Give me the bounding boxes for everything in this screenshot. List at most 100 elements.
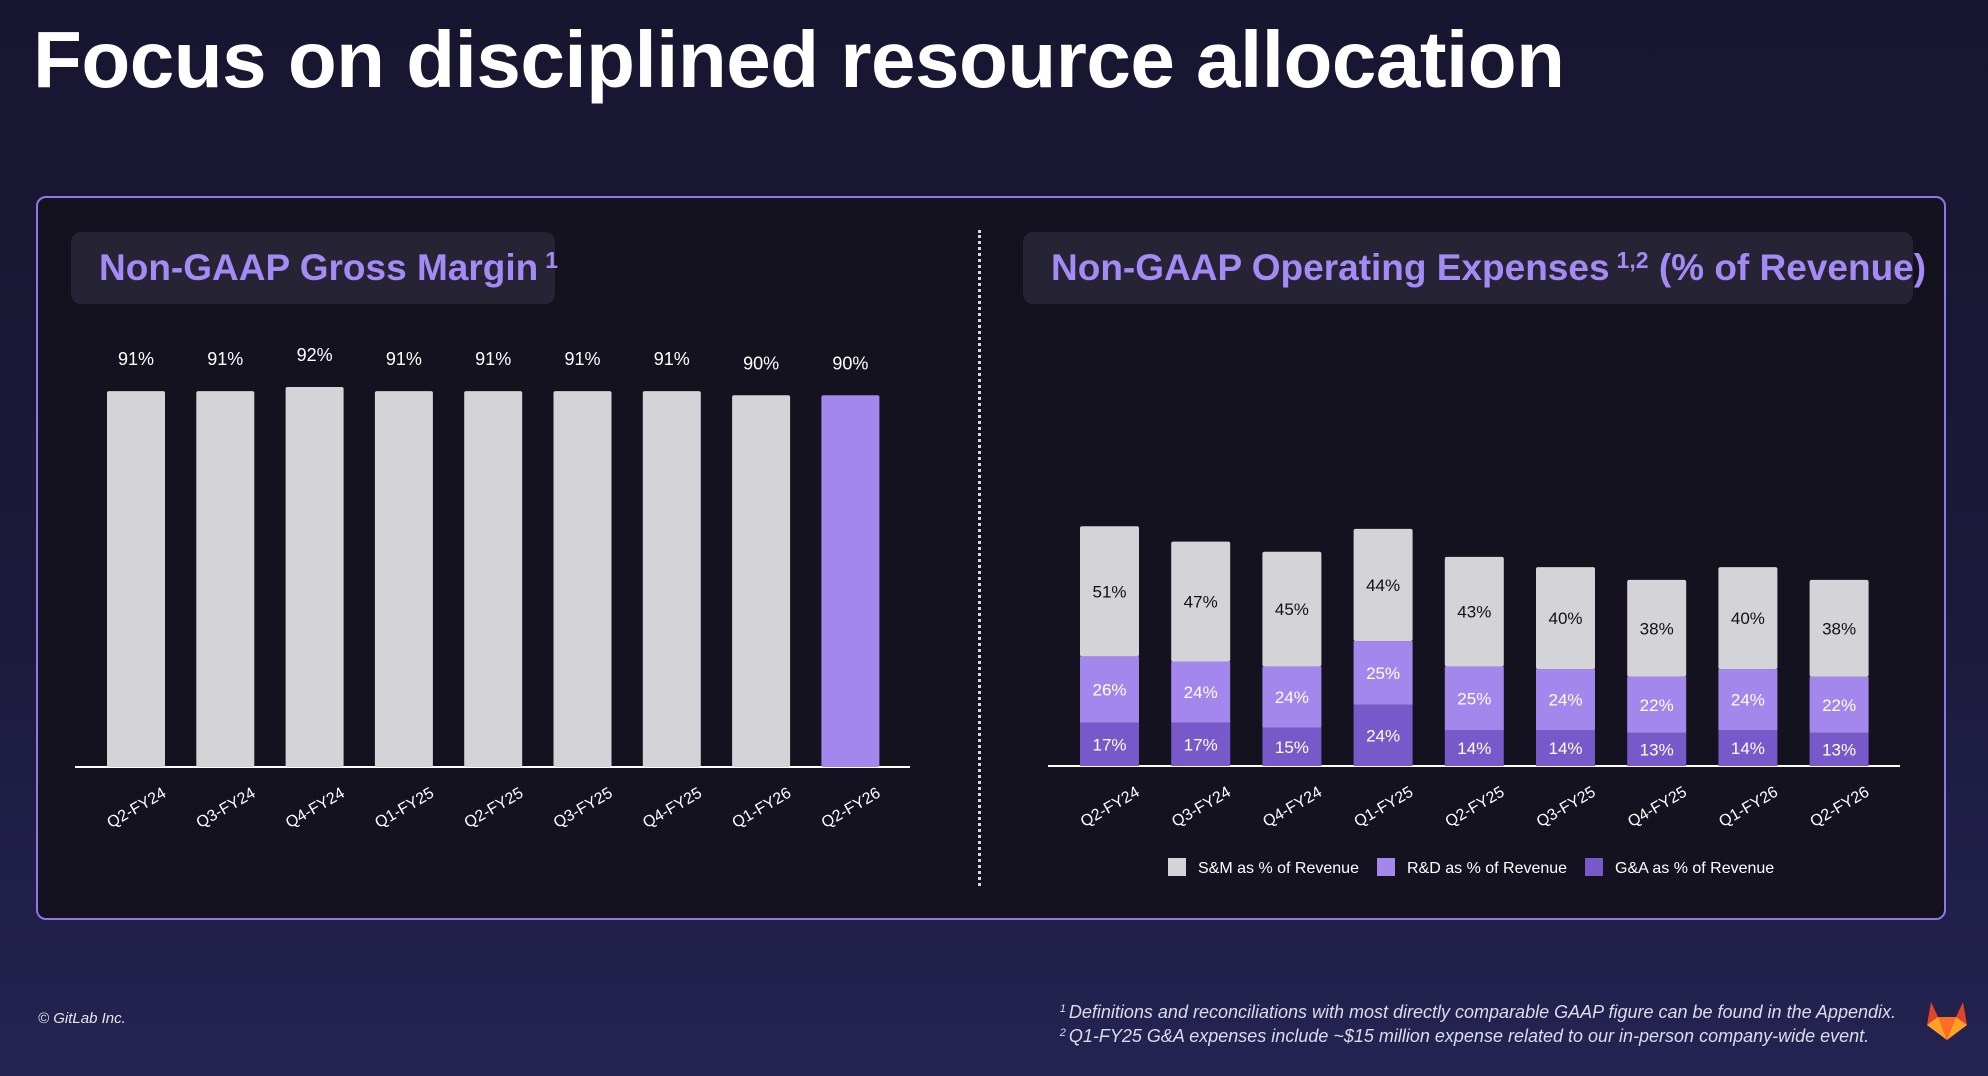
segment-label: 25% [1366,664,1400,683]
segment-label: 24% [1731,691,1765,710]
bar-Q1-FY25 [374,391,433,767]
bar-segment-Q4-FY25 [1627,732,1687,766]
value-label: 90% [743,353,779,373]
x-tick-label: Q1-FY26 [1716,784,1781,831]
bar-segment-Q2-FY26 [1809,732,1869,766]
x-tick-label: Q2-FY24 [104,785,169,832]
segment-label: 22% [1822,696,1856,715]
segment-label: 24% [1275,688,1309,707]
charts-panel [36,196,1946,920]
footnote-2-text: Q1-FY25 G&A expenses include ~$15 millio… [1068,1026,1870,1046]
bar-segment-Q3-FY25 [1536,567,1595,670]
value-label: 91% [386,349,422,369]
bar-segment-Q3-FY25 [1536,730,1595,766]
bar-segment-Q4-FY24 [1262,727,1322,766]
legend-label: S&M as % of Revenue [1198,860,1359,877]
segment-label: 24% [1366,726,1400,745]
x-tick-label: Q4-FY25 [1625,784,1690,831]
footnote-1-text: Definitions and reconciliations with mos… [1068,1002,1896,1022]
bar-segment-Q2-FY24 [1080,526,1139,657]
bar-Q2-FY24 [107,391,165,767]
bar-segment-Q2-FY25 [1444,666,1504,731]
bar-segment-Q1-FY26 [1718,567,1778,670]
x-tick-label: Q3-FY25 [551,785,616,832]
bar-segment-Q3-FY24 [1171,722,1231,766]
gross-margin-title-chip: Non-GAAP Gross Margin 1 [71,232,559,304]
opex-title-suffix: (% of Revenue) [1658,247,1927,288]
page-title: Focus on disciplined resource allocation [33,15,1565,104]
gitlab-tanuki-icon [1927,1002,1967,1040]
segment-label: 14% [1548,739,1582,758]
footnote-1: 1 Definitions and reconciliations with mo… [1060,1002,1896,1026]
x-tick-label: Q2-FY25 [462,785,527,832]
segment-label: 14% [1731,739,1765,758]
opex-stacked-chart: 17% 26% 51% Q2-FY24 17% 24% 47% Q3-FY24 15% 24% 45… [1048,526,1900,877]
segment-label: 38% [1640,619,1674,638]
x-tick-label: Q2-FY24 [1078,784,1143,831]
bar-segment-Q1-FY25 [1353,528,1413,642]
bar-Q1-FY26 [732,395,791,767]
bar-segment-Q2-FY25 [1444,730,1504,766]
segment-label: 40% [1731,609,1765,628]
segment-label: 14% [1457,739,1491,758]
bar-segment-Q1-FY26 [1718,669,1778,731]
segment-label: 13% [1822,740,1856,759]
segment-label: 22% [1640,696,1674,715]
panel-divider [978,230,981,886]
segment-label: 24% [1548,691,1582,710]
segment-label: 47% [1184,593,1218,612]
bar-segment-Q2-FY25 [1444,556,1504,667]
bar-segment-Q2-FY26 [1809,579,1869,677]
x-tick-label: Q2-FY25 [1443,784,1508,831]
footnote-2-marker: 2 [1059,1027,1066,1039]
legend-swatch [1377,858,1395,876]
bar-Q3-FY24 [196,391,255,767]
bar-segment-Q1-FY25 [1353,641,1413,705]
legend-swatch [1168,858,1186,876]
bar-segment-Q1-FY25 [1353,704,1413,766]
bar-Q4-FY24 [285,387,344,767]
copyright-text: © GitLab Inc. [38,1010,126,1027]
value-label: 90% [832,353,868,373]
bar-Q3-FY25 [553,391,612,767]
segment-label: 40% [1548,609,1582,628]
x-tick-label: Q3-FY24 [194,785,259,832]
gross-margin-title: Non-GAAP Gross Margin [99,247,539,288]
bar-segment-Q4-FY24 [1262,551,1322,667]
segment-label: 25% [1457,689,1491,708]
segment-label: 38% [1822,619,1856,638]
segment-label: 51% [1092,582,1126,601]
x-tick-label: Q4-FY25 [640,785,705,832]
bar-segment-Q4-FY25 [1627,676,1687,733]
bar-segment-Q3-FY24 [1171,661,1231,723]
segment-label: 26% [1092,681,1126,700]
bar-segment-Q2-FY24 [1080,656,1139,723]
x-tick-label: Q3-FY25 [1534,784,1599,831]
legend-swatch [1585,858,1603,876]
opex-title-footnote-markers: 1,2 [1616,246,1649,273]
legend-label: G&A as % of Revenue [1615,860,1774,877]
segment-label: 45% [1275,600,1309,619]
bar-segment-Q3-FY24 [1171,541,1231,662]
value-label: 91% [475,349,511,369]
x-tick-label: Q2-FY26 [1807,784,1872,831]
bar-segment-Q4-FY25 [1627,579,1687,677]
x-tick-label: Q4-FY24 [1260,784,1325,831]
x-tick-label: Q3-FY24 [1169,784,1234,831]
value-label: 91% [654,349,690,369]
segment-label: 17% [1184,735,1218,754]
x-tick-label: Q2-FY26 [819,785,884,832]
gross-margin-title-footnote-marker: 1 [545,246,559,273]
legend-label: R&D as % of Revenue [1407,860,1567,877]
bar-Q4-FY25 [642,391,701,767]
value-label: 91% [564,349,600,369]
footnotes: 1 Definitions and reconciliations with mo… [1060,1002,1896,1050]
bar-Q2-FY25 [464,391,523,767]
bar-segment-Q2-FY24 [1080,722,1139,766]
opex-title: Non-GAAP Operating Expenses [1051,247,1610,288]
bar-segment-Q4-FY24 [1262,666,1322,728]
segment-label: 17% [1092,735,1126,754]
value-label: 92% [297,345,333,365]
segment-label: 24% [1184,683,1218,702]
segment-label: 44% [1366,576,1400,595]
